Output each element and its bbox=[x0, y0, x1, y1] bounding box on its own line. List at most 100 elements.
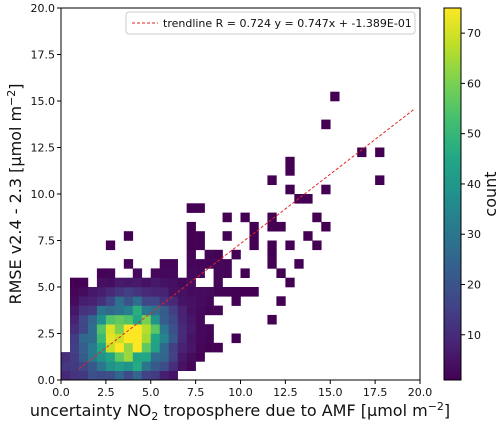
heatmap-cell bbox=[195, 287, 205, 297]
heatmap-cell bbox=[150, 268, 161, 278]
heatmap-cell bbox=[87, 342, 98, 353]
heatmap-cell bbox=[69, 370, 80, 380]
heatmap-cell bbox=[177, 361, 187, 371]
heatmap-cell bbox=[132, 296, 143, 306]
heatmap-cell bbox=[312, 212, 322, 223]
heatmap-cell bbox=[141, 314, 152, 325]
heatmap-cell bbox=[168, 287, 178, 297]
heatmap-cell bbox=[249, 287, 259, 297]
heatmap-cell bbox=[123, 259, 134, 269]
heatmap-cell bbox=[123, 314, 134, 325]
heatmap-cell bbox=[204, 259, 214, 269]
heatmap-cell bbox=[312, 240, 322, 251]
heatmap-cell bbox=[141, 342, 152, 353]
heatmap-cell bbox=[141, 296, 152, 306]
heatmap-cell bbox=[132, 361, 143, 371]
heatmap-cell bbox=[240, 212, 250, 223]
heatmap-cell bbox=[96, 333, 107, 344]
heatmap-cell bbox=[96, 352, 107, 362]
heatmap-cell bbox=[222, 259, 232, 269]
heatmap-cell bbox=[204, 324, 214, 334]
heatmap-cell bbox=[150, 342, 161, 353]
heatmap-cell bbox=[123, 342, 134, 353]
heatmap-cell bbox=[267, 240, 277, 251]
heatmap-cell bbox=[105, 342, 116, 353]
heatmap-cell bbox=[132, 333, 143, 344]
heatmap-cell bbox=[78, 342, 89, 353]
heatmap-cell bbox=[78, 333, 89, 344]
heatmap-cell bbox=[321, 184, 331, 195]
x-tick-label: 20.0 bbox=[408, 386, 433, 399]
legend: trendline R = 0.724 y = 0.747x + -1.389E… bbox=[125, 11, 416, 35]
heatmap-cell bbox=[114, 324, 125, 334]
heatmap-cell bbox=[159, 342, 169, 353]
colorbar-tick-label: 50 bbox=[467, 128, 481, 141]
heatmap-cell bbox=[69, 296, 80, 306]
heatmap-cell bbox=[222, 231, 232, 241]
heatmap-cell bbox=[195, 342, 205, 353]
colorbar-tick-label: 10 bbox=[467, 329, 481, 342]
colorbar-tick-label: 40 bbox=[467, 178, 481, 191]
y-tick-label: 15.0 bbox=[31, 95, 56, 108]
heatmap-cell bbox=[123, 361, 134, 371]
heatmap-cell bbox=[177, 342, 187, 353]
heatmap-cell bbox=[105, 305, 116, 316]
legend-trendline-label: trendline R = 0.724 y = 0.747x + -1.389E… bbox=[163, 17, 412, 30]
heatmap-cell bbox=[132, 370, 143, 380]
heatmap-cell bbox=[222, 212, 232, 223]
heatmap-cell bbox=[168, 277, 178, 288]
heatmap-cell bbox=[132, 268, 143, 278]
heatmap-cell bbox=[123, 231, 134, 241]
heatmap-cell bbox=[141, 305, 152, 316]
heatmap-cell bbox=[231, 287, 241, 297]
heatmap-cell bbox=[213, 249, 223, 260]
heatmap-cell bbox=[96, 277, 107, 288]
heatmap-cell bbox=[123, 305, 134, 316]
heatmap-cell bbox=[96, 305, 107, 316]
heatmap-cell bbox=[186, 352, 196, 362]
x-axis: 0.0 2.5 5.0 7.5 10.0 12.5 15.0 17.5 20.0 bbox=[52, 380, 432, 399]
heatmap-cell bbox=[186, 305, 196, 316]
heatmap-cell bbox=[159, 361, 169, 371]
heatmap-cell bbox=[78, 361, 89, 371]
y-tick-label: 2.5 bbox=[38, 328, 56, 341]
heatmap-cell bbox=[168, 333, 178, 344]
heatmap-cell bbox=[204, 333, 214, 344]
heatmap-cell bbox=[213, 342, 223, 353]
heatmap-cell bbox=[168, 370, 178, 380]
heatmap-cell bbox=[213, 305, 223, 316]
heatmap-cell bbox=[150, 370, 161, 380]
heatmap-cell bbox=[186, 221, 196, 232]
heatmap-cell bbox=[78, 370, 89, 380]
heatmap-cell bbox=[285, 166, 295, 176]
colorbar-tick-label: 20 bbox=[467, 278, 481, 291]
heatmap-cell bbox=[78, 296, 89, 306]
heatmap-cell bbox=[114, 352, 125, 362]
heatmap-cells bbox=[61, 91, 385, 380]
colorbar-title: count bbox=[481, 171, 500, 216]
heatmap-cell bbox=[159, 296, 169, 306]
y-tick-label: 17.5 bbox=[31, 49, 56, 62]
heatmap-cell bbox=[375, 175, 385, 185]
heatmap-cell bbox=[195, 324, 205, 334]
heatmap-cell bbox=[168, 296, 178, 306]
colorbar: 10 20 30 40 50 60 70 count bbox=[443, 7, 500, 381]
heatmap-cell bbox=[87, 305, 98, 316]
heatmap-cell bbox=[96, 342, 107, 353]
heatmap-cell bbox=[69, 305, 80, 316]
heatmap-cell bbox=[195, 268, 205, 278]
heatmap-cell bbox=[141, 277, 152, 288]
heatmap-cell bbox=[132, 277, 143, 288]
heatmap-cell bbox=[96, 361, 107, 371]
heatmap-cell bbox=[186, 314, 196, 325]
heatmap-cell bbox=[285, 156, 295, 167]
heatmap-cell bbox=[168, 314, 178, 325]
heatmap-cell bbox=[159, 287, 169, 297]
heatmap-cell bbox=[267, 314, 277, 325]
heatmap-cell bbox=[69, 361, 80, 371]
heatmap-cell bbox=[114, 305, 125, 316]
colorbar-ticks: 10 20 30 40 50 60 70 bbox=[461, 27, 481, 342]
heatmap-cell bbox=[213, 268, 223, 278]
heatmap-cell bbox=[186, 268, 196, 278]
